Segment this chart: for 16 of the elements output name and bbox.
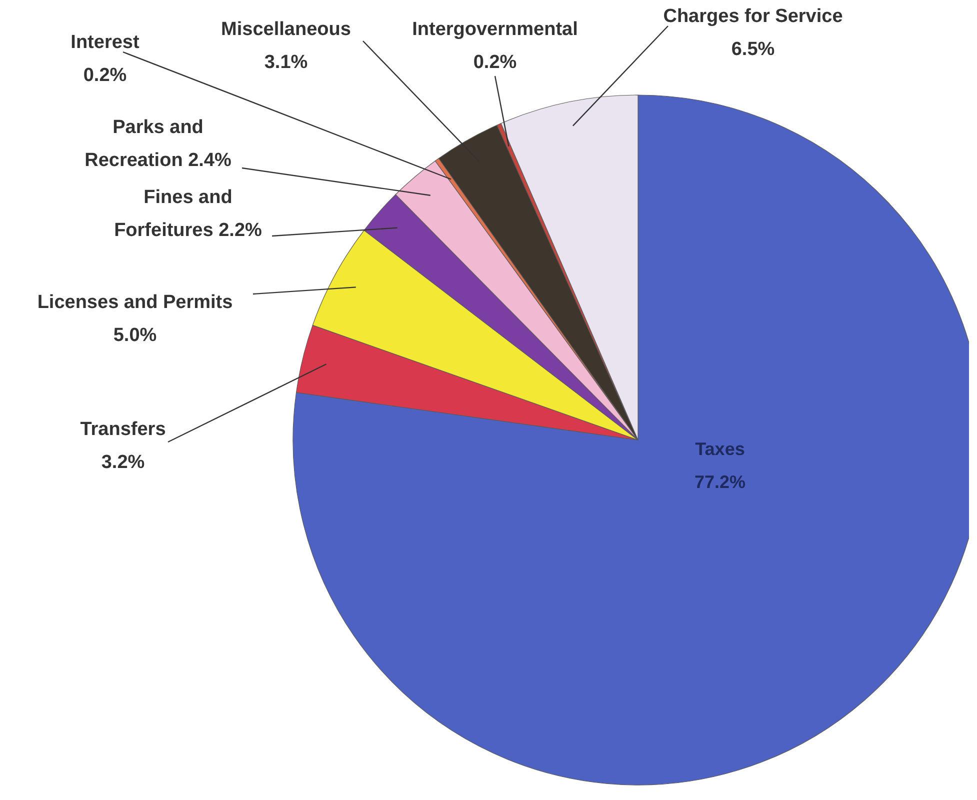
slice-label: Licenses and Permits	[37, 292, 233, 313]
data-label: 0.2%	[473, 52, 517, 73]
slice-label: Charges for Service	[663, 6, 843, 27]
slice-label: Interest	[70, 32, 140, 53]
data-label: 0.2%	[83, 65, 127, 86]
slice-label: Taxes	[695, 439, 745, 459]
slice-label: Miscellaneous	[221, 19, 351, 40]
data-label: 77.2%	[694, 472, 746, 492]
data-label: 3.2%	[101, 452, 145, 473]
data-label: 5.0%	[113, 325, 157, 346]
slice-label: Intergovernmental	[412, 19, 578, 40]
slice-label: Transfers	[80, 419, 166, 440]
data-label: 3.1%	[264, 52, 308, 73]
data-label: 6.5%	[731, 39, 775, 60]
slice-label: Fines and Forfeitures 2.2%	[114, 187, 262, 241]
slice-label: Parks and Recreation 2.4%	[84, 117, 232, 171]
